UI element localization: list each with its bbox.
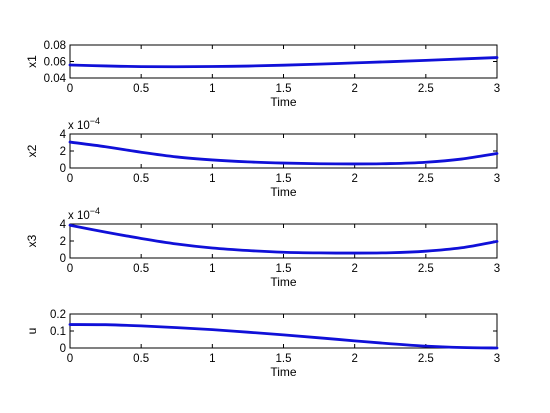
x-tick-label: 1	[209, 353, 215, 365]
x-axis-label: Time	[270, 365, 297, 379]
x-axis-label: Time	[270, 95, 297, 109]
multiplier-exponent: −4	[90, 116, 100, 126]
x-tick-label: 2.5	[418, 83, 434, 95]
x-tick-label: 0	[67, 353, 73, 365]
x-tick-label: 3	[494, 83, 500, 95]
x-tick-label: 1.5	[276, 173, 292, 185]
x-tick-label: 2	[351, 83, 357, 95]
x-tick-label: 2.5	[418, 263, 434, 275]
x-tick-label: 2.5	[418, 353, 434, 365]
y-tick-label: 0	[60, 253, 66, 265]
series-line-x2	[68, 140, 499, 166]
x-tick-label: 0.5	[133, 263, 149, 275]
y-tick-label: 2	[60, 236, 66, 248]
x-tick-label: 1.5	[276, 353, 292, 365]
x-axis-label: Time	[270, 275, 297, 289]
y-tick-label: 0	[60, 163, 66, 175]
y-tick-label: 0.06	[44, 57, 66, 69]
subplot-x3: 0 0.5 1 1.5 2 2.5 3 0 2 4 Time x3 x 10−4	[25, 206, 500, 289]
series-line-x3	[68, 223, 499, 255]
y-tick-label: 4	[60, 129, 67, 141]
axes-box	[69, 44, 498, 79]
series-line-u	[68, 323, 499, 350]
y-tick-label: 0.04	[44, 73, 67, 85]
series-line-x1	[68, 56, 499, 69]
x-tick-label: 3	[494, 173, 500, 185]
x-tick-label: 1	[209, 263, 215, 275]
multiplier-base: x 10	[68, 120, 90, 132]
x-tick-label: 0.5	[133, 83, 149, 95]
x-axis-label: Time	[270, 185, 297, 199]
y-tick-label: 0	[60, 343, 66, 355]
y-tick-label: 0.08	[44, 40, 66, 52]
y-tick-label: 0.2	[50, 309, 66, 321]
x-tick-label: 2	[351, 353, 357, 365]
x-tick-label: 1	[209, 173, 215, 185]
x-tick-label: 2	[351, 173, 357, 185]
x-tick-label: 3	[494, 353, 500, 365]
y-axis-label: u	[25, 328, 39, 335]
y-axis-label: x3	[25, 234, 39, 247]
x-tick-label: 0	[67, 83, 73, 95]
y-tick-label: 0.1	[50, 326, 66, 338]
x-tick-label: 2.5	[418, 173, 434, 185]
x-tick-label: 1.5	[276, 83, 292, 95]
axes-box	[69, 313, 498, 349]
subplot-u: 0 0.5 1 1.5 2 2.5 3 0 0.1 0.2 Time u	[25, 309, 500, 379]
subplot-x1: 0 0.5 1 1.5 2 2.5 3 0.04 0.06 0.08 Time x1	[25, 40, 500, 109]
x-tick-label: 0.5	[133, 173, 149, 185]
subplot-x2: 0 0.5 1 1.5 2 2.5 3 0 2 4 Time x2 x 10−4	[25, 116, 500, 199]
y-tick-label: 2	[60, 146, 66, 158]
y-axis-label: x1	[25, 55, 39, 68]
multiplier-exponent: −4	[90, 206, 100, 216]
y-axis-multiplier: x 10−4	[68, 206, 100, 222]
y-tick-label: 4	[60, 219, 67, 231]
y-axis-multiplier: x 10−4	[68, 116, 100, 132]
x-tick-label: 2	[351, 263, 357, 275]
x-tick-label: 0.5	[133, 353, 149, 365]
x-tick-label: 0	[67, 173, 73, 185]
multiplier-base: x 10	[68, 210, 90, 222]
y-axis-label: x2	[25, 144, 39, 157]
x-tick-label: 3	[494, 263, 500, 275]
x-tick-label: 1	[209, 83, 215, 95]
x-tick-label: 1.5	[276, 263, 292, 275]
x-tick-label: 0	[67, 263, 73, 275]
